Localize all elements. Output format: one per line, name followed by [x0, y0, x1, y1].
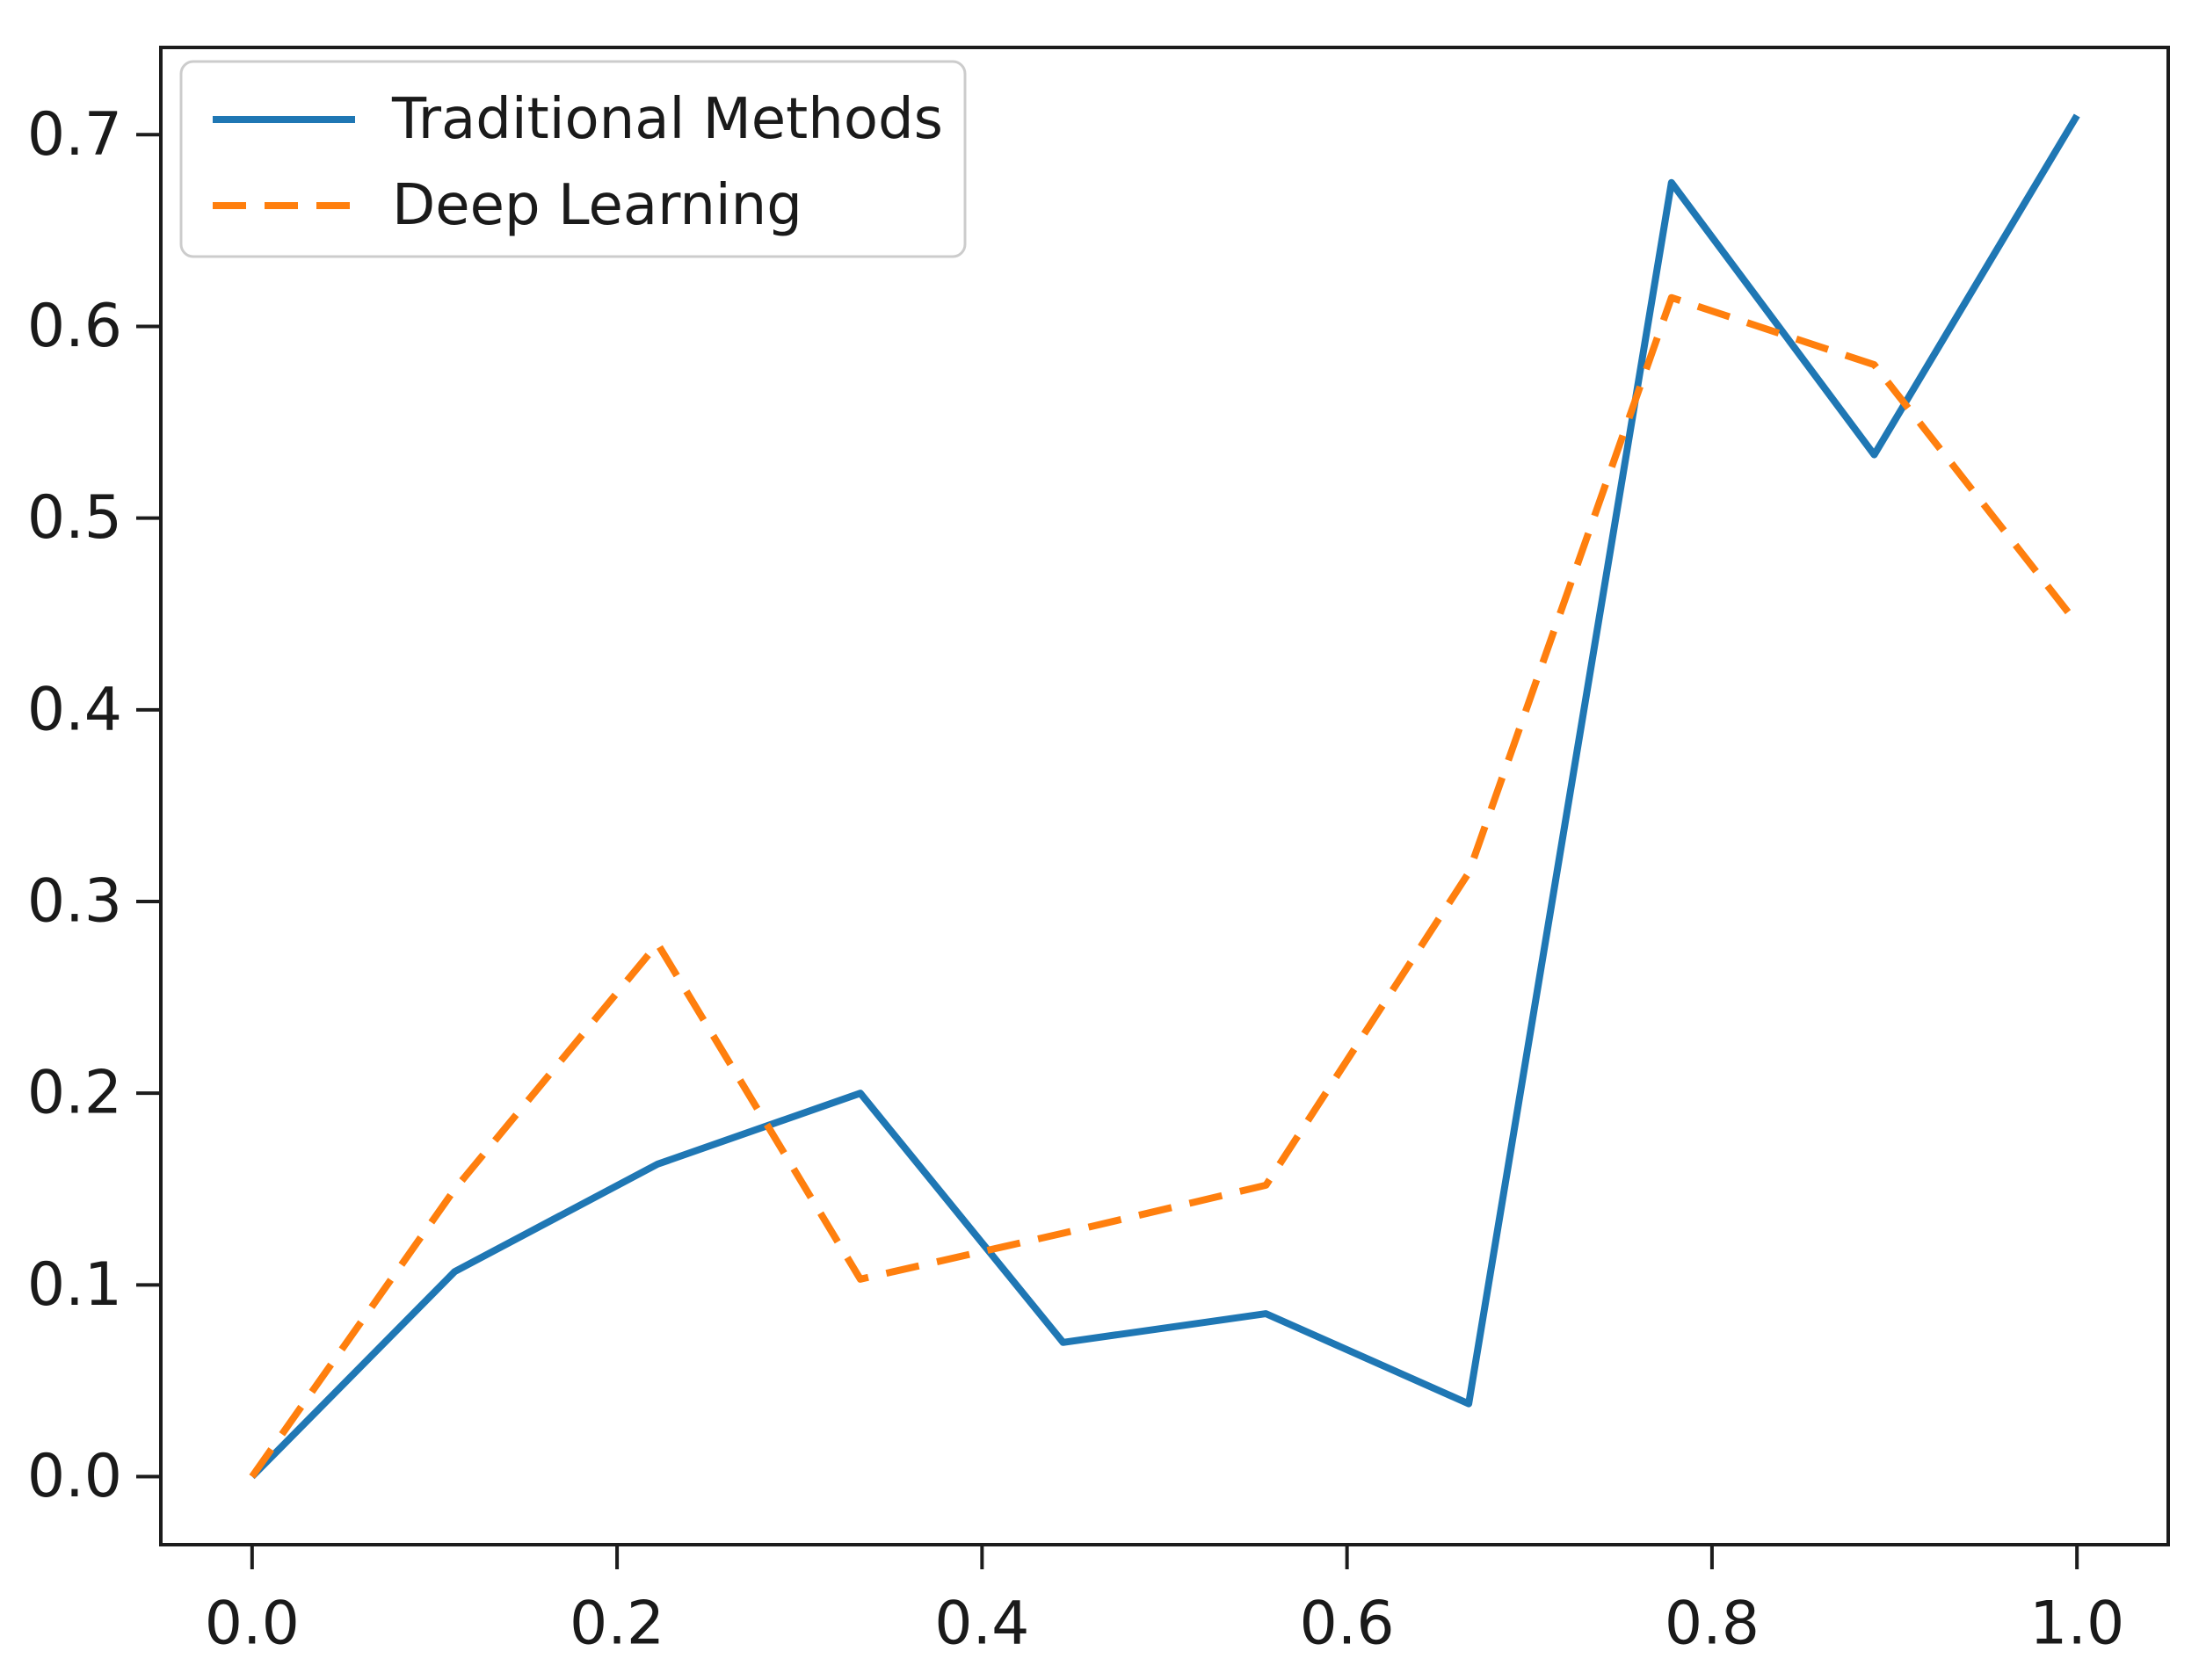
y-axis: 0.0 0.1 0.2 0.3 0.4 0.5 0.6 0.7	[27, 100, 161, 1511]
x-tick-label: 0.4	[934, 1589, 1029, 1659]
legend: Traditional Methods Deep Learning	[179, 60, 967, 258]
y-tick-label: 0.3	[27, 867, 122, 937]
data-series-group	[249, 113, 2080, 1480]
x-tick-label: 0.2	[570, 1589, 664, 1659]
y-tick-label: 0.2	[27, 1059, 122, 1128]
series-line-traditional-methods	[249, 113, 2080, 1480]
x-tick-label: 0.0	[205, 1589, 300, 1659]
y-tick-label: 0.1	[27, 1250, 122, 1320]
plot-frame	[159, 46, 2170, 1546]
x-axis: 0.0 0.2 0.4 0.6 0.8 1.0	[205, 1545, 2124, 1659]
legend-item-label: Deep Learning	[392, 173, 802, 238]
y-tick-label: 0.0	[27, 1442, 122, 1511]
y-tick-label: 0.4	[27, 675, 122, 744]
x-tick-label: 0.6	[1300, 1589, 1395, 1659]
y-tick-label: 0.5	[27, 483, 122, 553]
y-tick-label: 0.6	[27, 292, 122, 361]
legend-item-label: Traditional Methods	[391, 87, 943, 152]
legend-box	[179, 60, 967, 258]
x-tick-label: 1.0	[2029, 1589, 2124, 1659]
series-line-deep-learning	[249, 293, 2080, 1479]
x-tick-label: 0.8	[1665, 1589, 1760, 1659]
y-tick-label: 0.7	[27, 100, 122, 170]
